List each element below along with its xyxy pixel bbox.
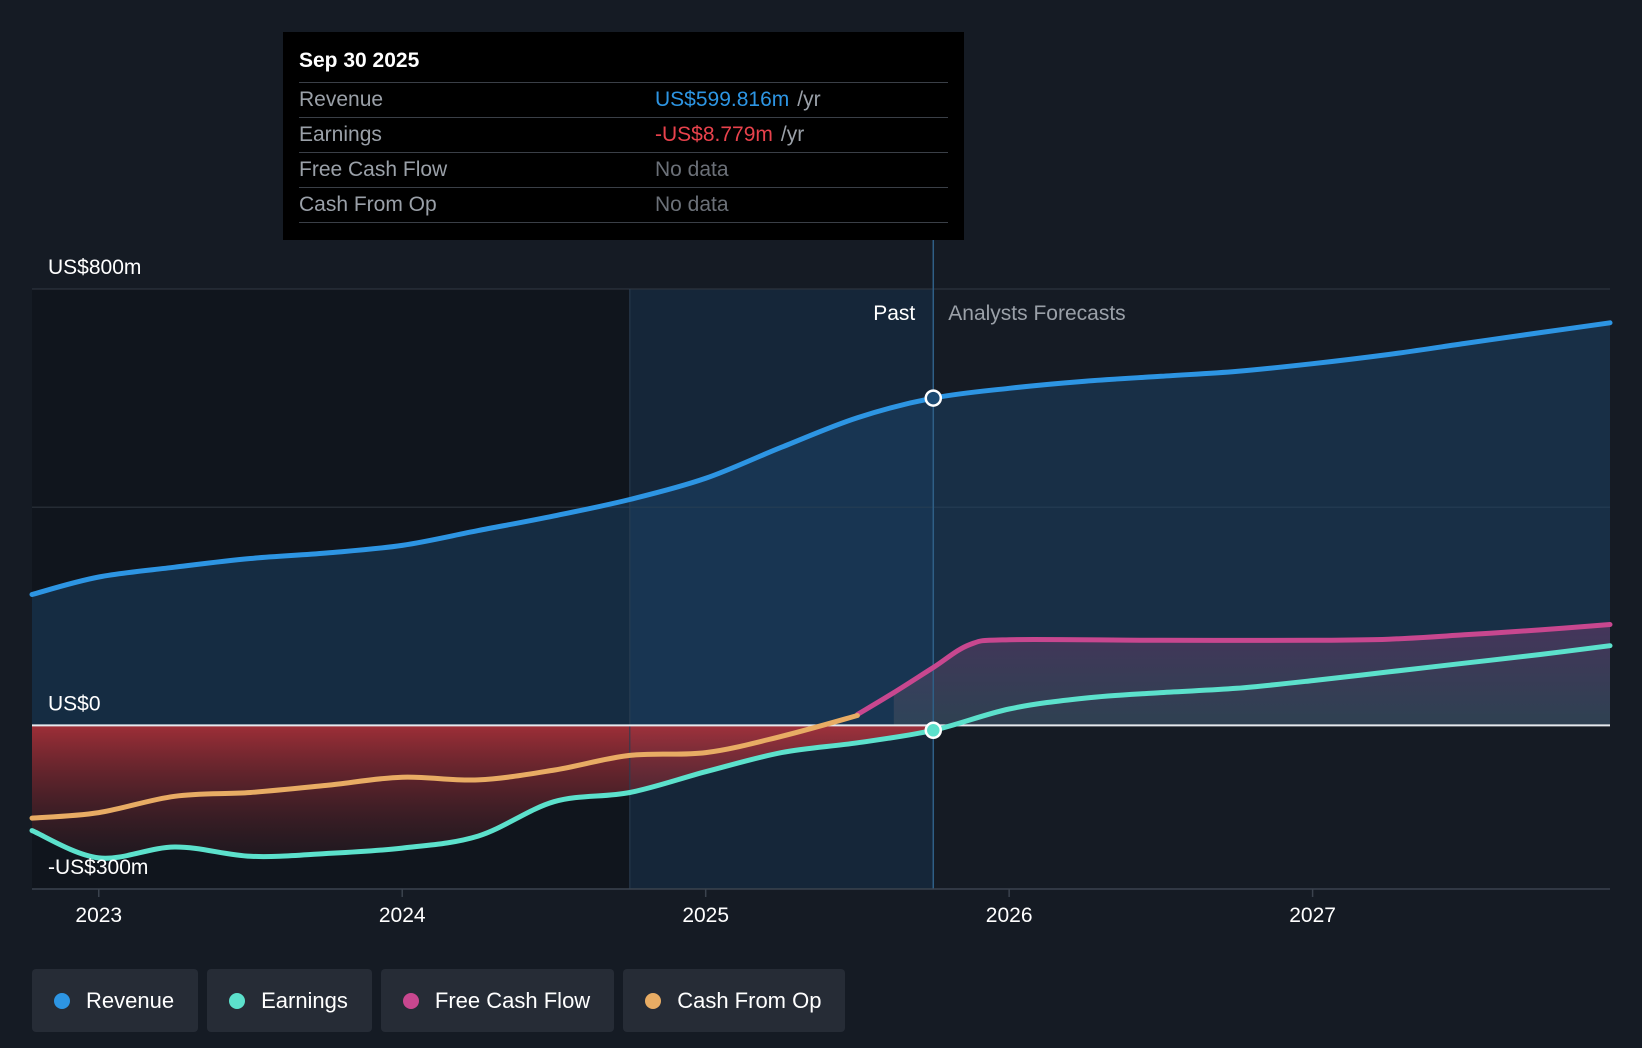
series-lines xyxy=(29,320,1613,861)
legend-item-revenue[interactable]: Revenue xyxy=(32,969,199,1032)
tooltip-row-earnings: Earnings -US$8.779m /yr xyxy=(299,117,948,152)
free-cash-flow-dot-icon xyxy=(402,992,419,1009)
negative-earnings-area xyxy=(32,725,934,859)
tooltip-unit: /yr xyxy=(797,88,821,111)
x-tick-label: 2026 xyxy=(986,904,1033,927)
tooltip-value: No data xyxy=(655,158,729,181)
legend-label: Free Cash Flow xyxy=(434,987,591,1013)
y-tick-label: US$800m xyxy=(48,256,141,279)
earnings-dot-icon xyxy=(229,992,246,1009)
x-tick-label: 2024 xyxy=(379,904,426,927)
legend-label: Cash From Op xyxy=(677,987,822,1013)
x-tick-label: 2023 xyxy=(75,904,122,927)
tooltip: Sep 30 2025 Revenue US$599.816m /yr Earn… xyxy=(283,32,964,240)
revenue-marker xyxy=(924,389,943,407)
revenue-area xyxy=(32,322,1610,726)
highlight-region xyxy=(629,289,934,889)
tooltip-date: Sep 30 2025 xyxy=(299,49,420,72)
earnings-line xyxy=(29,643,1613,861)
legend-item-free-cash-flow[interactable]: Free Cash Flow xyxy=(380,969,615,1032)
cash-from-op-line xyxy=(29,713,860,821)
tooltip-row-free-cash-flow: Free Cash Flow No data xyxy=(299,152,948,187)
tooltip-unit: /yr xyxy=(780,123,805,146)
legend-item-earnings[interactable]: Earnings xyxy=(207,969,372,1032)
cash-from-op-dot-icon xyxy=(645,992,662,1009)
y-tick-label: US$0 xyxy=(48,692,101,715)
tooltip-value: US$599.816m xyxy=(655,88,790,111)
revenue-dot-icon xyxy=(54,992,70,1009)
markers xyxy=(924,389,943,740)
tooltip-value: No data xyxy=(655,193,729,216)
legend-label: Revenue xyxy=(86,987,175,1013)
gridlines xyxy=(32,288,1610,508)
legend-item-cash-from-op[interactable]: Cash From Op xyxy=(623,969,846,1032)
x-tick-label: 2025 xyxy=(682,904,729,927)
revenue-line xyxy=(29,320,1613,597)
legend: Revenue Earnings Free Cash Flow Cash Fro… xyxy=(32,969,846,1032)
free-cash-flow-line xyxy=(854,622,1613,717)
tooltip-label: Earnings xyxy=(299,123,382,146)
tooltip-row-cash-from-op: Cash From Op No data xyxy=(299,187,948,223)
tooltip-label: Free Cash Flow xyxy=(299,158,448,181)
tooltip-label: Cash From Op xyxy=(299,193,437,216)
y-tick-labels: US$800m US$0 -US$300m xyxy=(48,256,148,879)
earnings-marker xyxy=(924,721,943,740)
forecast-label: Analysts Forecasts xyxy=(948,302,1125,325)
tooltip-row-revenue: Revenue US$599.816m /yr xyxy=(299,82,948,117)
tooltip-label: Revenue xyxy=(299,88,384,111)
legend-label: Earnings xyxy=(261,987,348,1013)
y-tick-label: -US$300m xyxy=(48,856,148,879)
x-ticks: 2023 2024 2025 2026 2027 xyxy=(75,889,1336,927)
tooltip-value: -US$8.779m xyxy=(655,123,773,146)
past-label: Past xyxy=(873,302,915,325)
x-tick-label: 2027 xyxy=(1289,904,1336,927)
